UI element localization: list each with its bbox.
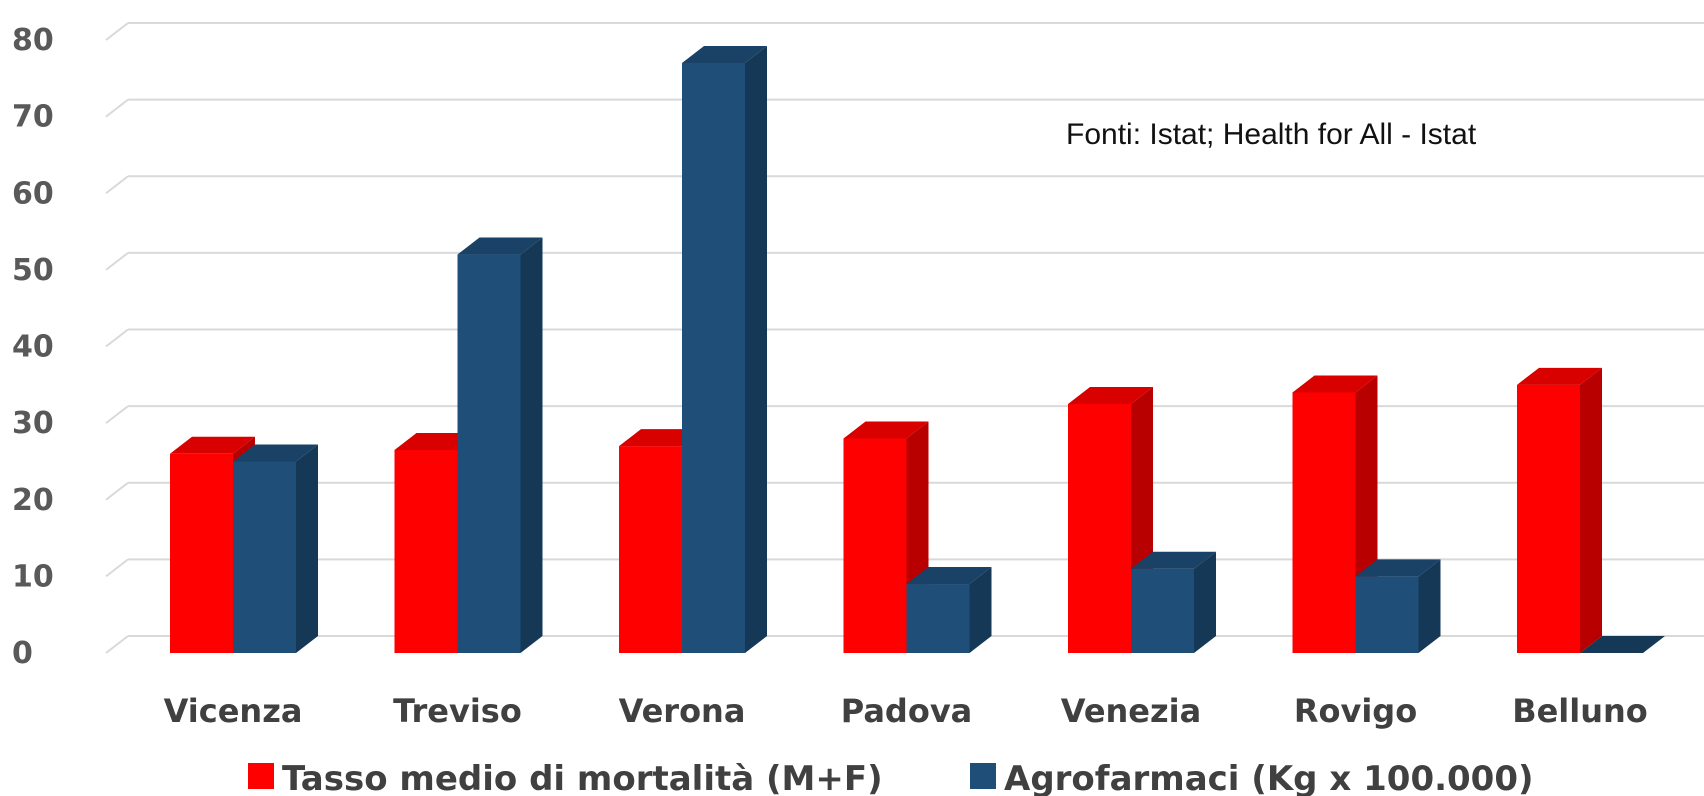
bar-belluno-series2-top (1580, 636, 1665, 653)
gridline-depth (105, 98, 129, 118)
bar-belluno-series1-top (1517, 367, 1602, 385)
bar-rovigo-series2-top (1355, 559, 1441, 577)
bar-venezia-series2-side (1194, 551, 1216, 653)
bar-rovigo-series2-side (1418, 559, 1441, 653)
gridline-depth (105, 22, 129, 41)
bar-venezia-series1-front (1068, 403, 1131, 653)
bar-treviso-series1-front (394, 449, 458, 653)
bar-treviso-series2-front (457, 254, 521, 654)
bar-venezia-series1-top (1068, 386, 1153, 404)
gridline-depth (105, 635, 129, 654)
bars (170, 45, 1665, 654)
bar-padova-series1-front (843, 438, 907, 653)
bar-vicenza-series1-top (170, 436, 255, 454)
legend-label-mortality: Tasso medio di mortalità (M+F) (282, 759, 883, 796)
bar-treviso-series2 (457, 237, 543, 654)
x-tick-label: Verona (619, 692, 746, 730)
y-tick-label: 60 (12, 176, 54, 211)
gridline-depth (105, 558, 129, 578)
y-tick-label: 10 (12, 559, 54, 594)
bar-verona-series2-top (682, 45, 767, 63)
bar-venezia-series2-front (1131, 568, 1194, 653)
x-axis: Vicenza Treviso Verona Padova Venezia Rovigo B… (164, 692, 1648, 730)
x-tick-label: Rovigo (1294, 692, 1417, 730)
y-tick-label: 20 (12, 483, 54, 518)
bar-vicenza-series2-side (296, 444, 318, 653)
bar-verona-series2 (682, 45, 767, 654)
gridline-depth (105, 252, 129, 271)
bar-venezia-series2-top (1131, 551, 1216, 569)
legend-swatch-agrofarmaci (970, 763, 996, 789)
bar-vicenza-series1-front (170, 453, 233, 653)
gridline-depth (105, 405, 129, 424)
bar-treviso-series2-top (457, 237, 543, 255)
y-tick-label: 40 (12, 330, 54, 365)
bar-belluno-series1-front (1517, 384, 1580, 653)
y-axis: 0 10 20 30 40 50 60 70 80 (12, 23, 54, 671)
bar-belluno-series2 (1580, 636, 1665, 653)
bar-vicenza-series2-top (233, 444, 318, 462)
bar-padova-series2-top (906, 567, 992, 585)
y-tick-label: 70 (12, 100, 54, 135)
bar-padova-series2 (906, 567, 992, 653)
y-tick-label: 80 (12, 23, 54, 58)
bar-venezia-series2 (1131, 551, 1216, 653)
bar-padova-series2-side (969, 567, 992, 653)
bar-vicenza-series2-front (233, 461, 296, 653)
bar-padova-series1-top (843, 421, 929, 439)
y-tick-label: 50 (12, 253, 54, 288)
x-tick-label: Treviso (393, 692, 522, 730)
legend-swatch-mortality (248, 763, 274, 789)
gridline-depth (105, 481, 129, 501)
gridline-depth (105, 175, 129, 195)
bar-rovigo-series2 (1355, 559, 1441, 653)
bar-rovigo-series1-top (1292, 375, 1378, 393)
bar-belluno-series1-side (1580, 367, 1602, 653)
bar-verona-series2-side (745, 45, 767, 654)
y-tick-label: 0 (12, 636, 33, 671)
legend: Tasso medio di mortalità (M+F) Agrofarma… (248, 759, 1534, 796)
bar-treviso-series2-side (520, 237, 543, 654)
bar-vicenza-series2 (233, 444, 318, 653)
x-tick-label: Venezia (1061, 692, 1201, 730)
legend-label-agrofarmaci: Agrofarmaci (Kg x 100.000) (1004, 759, 1534, 796)
source-annotation: Fonti: Istat; Health for All - Istat (1066, 118, 1477, 151)
bar-padova-series2-front (906, 584, 970, 653)
bar-verona-series1-front (619, 446, 682, 653)
x-tick-label: Belluno (1512, 692, 1648, 730)
bar-rovigo-series2-front (1355, 576, 1419, 653)
x-tick-label: Vicenza (164, 692, 303, 730)
bar-verona-series2-front (682, 62, 745, 654)
y-tick-label: 30 (12, 406, 54, 441)
bar-rovigo-series1-front (1292, 392, 1356, 653)
bar-belluno-series1 (1517, 367, 1602, 653)
x-tick-label: Padova (841, 692, 973, 730)
gridline-depth (105, 328, 129, 348)
